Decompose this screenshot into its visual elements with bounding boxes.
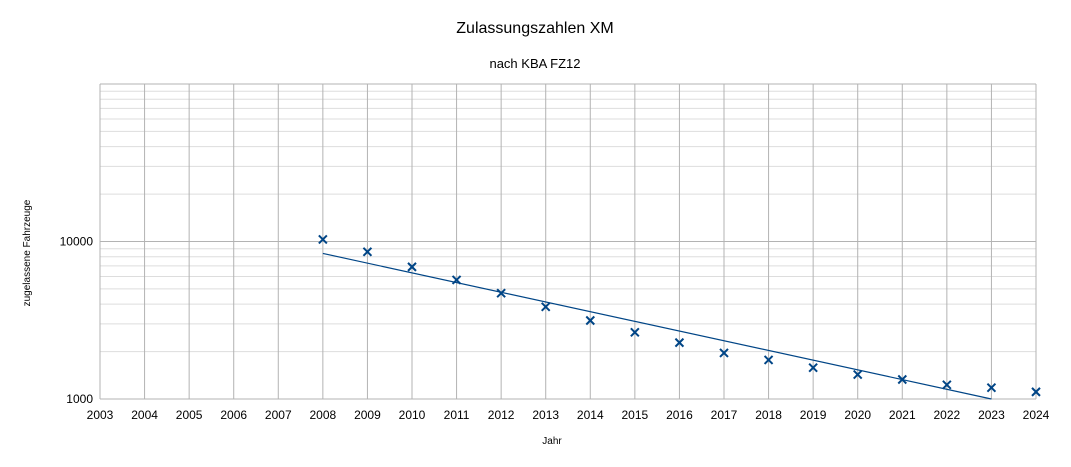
x-tick-label: 2016 (666, 408, 693, 422)
x-tick-label: 2021 (889, 408, 916, 422)
x-tick-label: 2022 (934, 408, 961, 422)
data-point (808, 363, 818, 373)
x-tick-label: 2007 (265, 408, 292, 422)
data-point (1031, 387, 1041, 397)
data-point-stroke (808, 363, 818, 373)
data-point (318, 234, 328, 245)
data-point-stroke (1031, 387, 1041, 397)
data-point (407, 262, 417, 272)
data-point (942, 380, 952, 390)
grid (99, 83, 1037, 400)
data-point-stroke (897, 374, 907, 385)
x-tick-label: 2011 (444, 408, 470, 422)
data-point (763, 355, 774, 365)
data-point-stroke (362, 247, 373, 257)
data-point-stroke (451, 275, 462, 285)
data-point-stroke (853, 369, 863, 380)
data-point-stroke (674, 337, 685, 348)
trendline (322, 252, 992, 400)
data-point-stroke (585, 315, 595, 326)
data-point-stroke (630, 327, 640, 338)
x-tick-label: 2024 (1023, 408, 1050, 422)
data-point (541, 302, 551, 312)
x-tick-label: 2014 (577, 408, 604, 422)
data-point-stroke (541, 302, 551, 312)
data-point-stroke (496, 288, 506, 298)
x-tick-label: 2008 (310, 408, 337, 422)
data-point (585, 315, 595, 326)
data-point-stroke (318, 234, 328, 245)
y-tick-label: 10000 (60, 235, 94, 249)
x-tick-label: 2005 (176, 408, 203, 422)
data-point (719, 348, 729, 358)
chart-subtitle: nach KBA FZ12 (489, 56, 580, 71)
x-tick-label: 2017 (711, 408, 738, 422)
x-axis-ticks: 2003 2004 2005 2006 2007 2008 2009 2010 2011 2012… (87, 408, 1050, 422)
x-tick-label: 2004 (131, 408, 158, 422)
x-tick-label: 2006 (220, 408, 247, 422)
data-points (318, 234, 1041, 397)
data-point-stroke (407, 262, 417, 272)
data-point (986, 382, 997, 393)
data-point (897, 374, 907, 385)
data-point-stroke (942, 380, 952, 390)
x-tick-label: 2023 (978, 408, 1005, 422)
y-tick-label: 1000 (66, 392, 93, 406)
x-tick-label: 2003 (87, 408, 114, 422)
data-point (674, 337, 685, 348)
data-point (362, 247, 373, 257)
data-point (496, 288, 506, 298)
data-point-stroke (986, 382, 997, 393)
x-tick-label: 2009 (354, 408, 381, 422)
x-tick-label: 2013 (532, 408, 559, 422)
x-tick-label: 2012 (488, 408, 515, 422)
data-point (451, 275, 462, 285)
data-point (853, 369, 863, 380)
x-tick-label: 2010 (399, 408, 426, 422)
chart-title: Zulassungszahlen XM (456, 20, 613, 37)
data-point (630, 327, 640, 338)
y-axis-label: zugelassene Fahrzeuge (22, 199, 33, 306)
x-tick-label: 2015 (622, 408, 649, 422)
x-tick-label: 2019 (800, 408, 827, 422)
data-point-stroke (763, 355, 774, 365)
trendline-group (322, 252, 992, 400)
x-axis-label: Jahr (542, 436, 562, 447)
data-point-stroke (719, 348, 729, 358)
x-tick-label: 2020 (844, 408, 871, 422)
x-tick-label: 2018 (755, 408, 782, 422)
y-axis-ticks: 10000 1000 (60, 235, 94, 407)
